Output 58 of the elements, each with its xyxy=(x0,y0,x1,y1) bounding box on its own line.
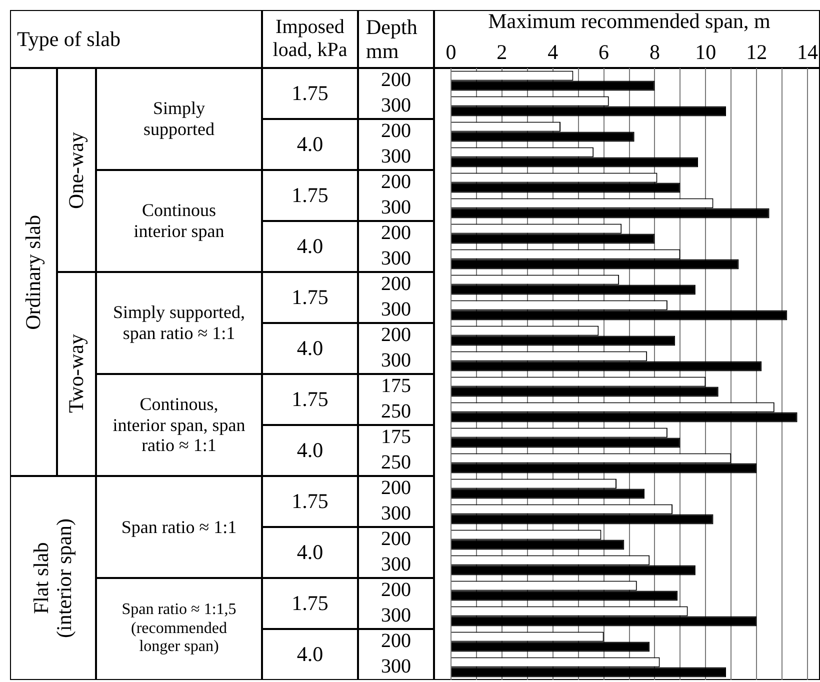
y-tick-label: 300 xyxy=(381,350,411,372)
y-tick-label: 300 xyxy=(381,146,411,168)
y-tick-label: 200 xyxy=(381,222,411,244)
x-tick-label: 12 xyxy=(746,40,768,64)
y-tick-label: 300 xyxy=(381,94,411,116)
y-tick-label: 200 xyxy=(381,579,411,601)
text: Simply supported, span ratio ≈ 1:1 xyxy=(112,302,246,344)
y-tick-label: 200 xyxy=(381,477,411,499)
text: Continous interior span xyxy=(132,200,226,242)
y-tick-label: 200 xyxy=(381,120,411,142)
text: 4.0 xyxy=(296,234,324,259)
text: 4.0 xyxy=(296,438,324,463)
y-tick-label: 175 xyxy=(381,375,411,397)
y-tick-label: 300 xyxy=(381,656,411,678)
y-tick-label: 175 xyxy=(381,426,411,448)
text: Span ratio ≈ 1:1 xyxy=(121,516,237,538)
text: 1.75 xyxy=(292,183,328,208)
x-axis-title: Maximum recommended span, m xyxy=(488,9,770,34)
text: Ordinary slab xyxy=(20,214,46,330)
text: 1.75 xyxy=(292,285,328,310)
text: 1.75 xyxy=(292,81,328,106)
text: 1.75 xyxy=(292,387,328,412)
y-tick-label: 300 xyxy=(381,196,411,218)
text: 4.0 xyxy=(296,642,324,667)
y-axis-title: Depth mm xyxy=(366,14,418,64)
y-tick-label: 200 xyxy=(381,630,411,652)
y-tick-label: 200 xyxy=(381,324,411,346)
y-tick-label: 300 xyxy=(381,554,411,576)
text: One-way xyxy=(64,132,88,208)
x-tick-label: 2 xyxy=(496,40,508,64)
text: Imposed load, kPa xyxy=(272,16,348,62)
text: 1.75 xyxy=(292,591,328,616)
text: Two-way xyxy=(64,334,88,414)
y-tick-label: 200 xyxy=(381,528,411,550)
text: 4.0 xyxy=(296,132,324,157)
x-tick-label: 10 xyxy=(695,40,716,64)
text: 4.0 xyxy=(296,336,324,361)
x-tick-label: 6 xyxy=(598,40,610,64)
x-tick-label: 0 xyxy=(446,40,456,64)
y-tick-label: 200 xyxy=(381,273,411,295)
y-tick-label: 200 xyxy=(381,171,411,193)
y-tick-label: 300 xyxy=(381,502,411,524)
x-tick-label: 8 xyxy=(649,40,660,64)
x-tick-label: 4 xyxy=(548,40,559,64)
y-tick-label: 200 xyxy=(381,69,411,91)
text: 4.0 xyxy=(296,540,324,565)
y-tick-label: 300 xyxy=(381,298,411,320)
y-tick-label: 300 xyxy=(381,248,411,270)
text: Simply supported xyxy=(142,98,216,140)
y-tick-label: 300 xyxy=(381,604,411,626)
y-tick-label: 250 xyxy=(381,400,411,422)
y-tick-label: 250 xyxy=(381,452,411,474)
text: 1.75 xyxy=(292,489,328,514)
x-tick-label: 14 xyxy=(797,40,818,64)
text: Span ratio ≈ 1:1,5 (recommended longer span) xyxy=(120,601,238,657)
text: Flat slab (interior span) xyxy=(28,517,76,640)
text: Type of slab xyxy=(17,26,121,52)
text: Continous, interior span, span ratio ≈ 1:1 xyxy=(112,394,246,456)
